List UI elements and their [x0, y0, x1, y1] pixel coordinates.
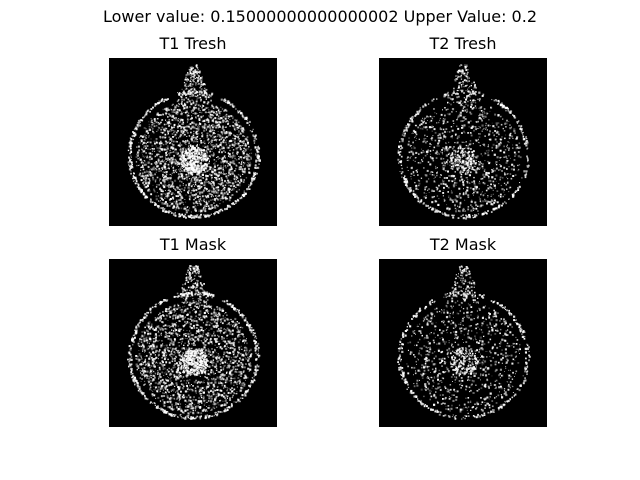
brain-scan-image [109, 58, 277, 226]
panel-t2-tresh: T2 Tresh [379, 34, 547, 226]
panel-t2-mask: T2 Mask [379, 235, 547, 427]
brain-scan-image [109, 259, 277, 427]
figure-suptitle: Lower value: 0.15000000000000002 Upper V… [103, 7, 537, 26]
brain-scan-image [379, 259, 547, 427]
panel-title: T1 Tresh [159, 34, 227, 53]
scan-texture [397, 265, 531, 420]
brain-scan-image [379, 58, 547, 226]
scan-texture [127, 64, 261, 219]
scan-texture [127, 265, 261, 420]
panel-title: T2 Mask [429, 235, 497, 254]
scan-texture [397, 64, 530, 220]
panel-t1-tresh: T1 Tresh [109, 34, 277, 226]
panel-t1-mask: T1 Mask [109, 235, 277, 427]
panel-title: T1 Mask [159, 235, 227, 254]
panel-title: T2 Tresh [429, 34, 497, 53]
